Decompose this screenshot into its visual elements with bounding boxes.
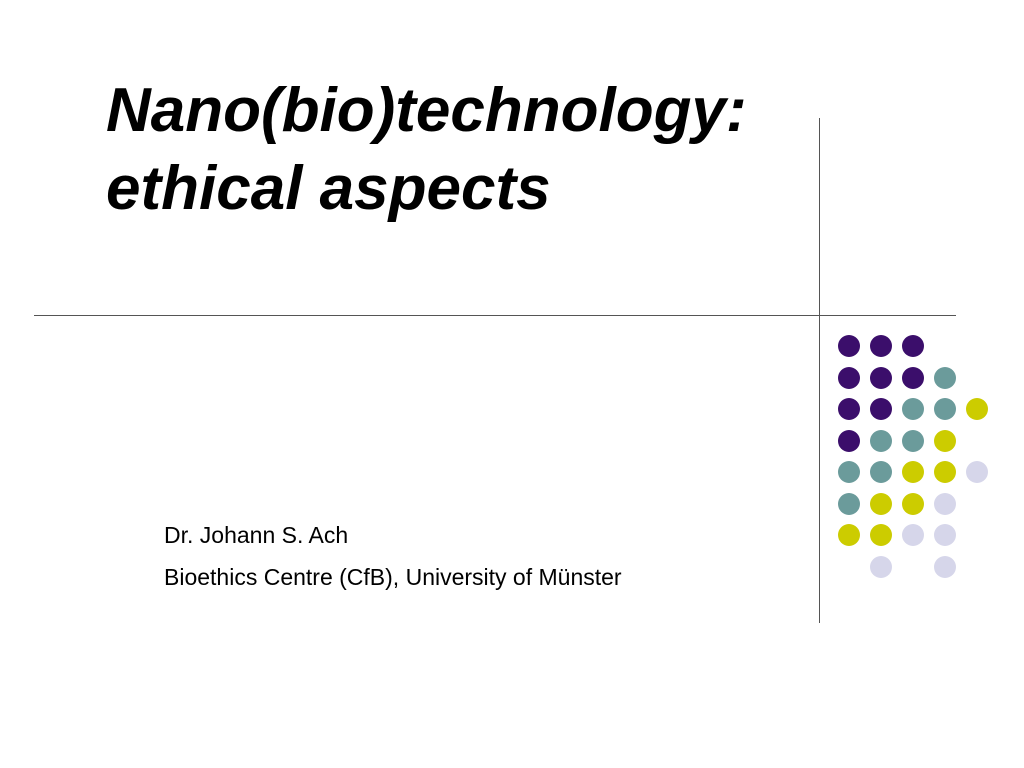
slide-title: Nano(bio)technology: ethical aspects xyxy=(106,72,826,228)
decorative-dot xyxy=(870,429,892,452)
decorative-dot xyxy=(934,429,956,452)
decorative-dot xyxy=(902,429,924,452)
decorative-dot xyxy=(870,461,892,483)
decorative-dot xyxy=(902,366,924,389)
decorative-dot xyxy=(934,492,956,515)
decorative-dot xyxy=(838,398,860,420)
decorative-dot xyxy=(902,524,924,546)
decorative-dot xyxy=(966,461,988,483)
decorative-dot xyxy=(870,555,892,578)
decorative-dot xyxy=(934,524,956,546)
decorative-dot xyxy=(934,461,956,483)
slide-subtitle: Dr. Johann S. Ach Bioethics Centre (CfB)… xyxy=(164,514,804,598)
decorative-dot xyxy=(902,335,924,357)
decorative-dot xyxy=(934,366,956,389)
decorative-dot xyxy=(934,398,956,420)
decorative-dot-grid xyxy=(838,335,998,585)
decorative-dot xyxy=(838,366,860,389)
author-name: Dr. Johann S. Ach xyxy=(164,522,349,548)
decorative-dot xyxy=(966,398,988,420)
horizontal-rule xyxy=(34,315,956,316)
decorative-dot xyxy=(902,461,924,483)
decorative-dot xyxy=(902,492,924,515)
decorative-dot xyxy=(934,555,956,578)
vertical-rule xyxy=(819,118,820,623)
decorative-dot xyxy=(838,524,860,546)
decorative-dot xyxy=(870,335,892,357)
title-line-2: ethical aspects xyxy=(106,154,551,223)
decorative-dot xyxy=(838,461,860,483)
decorative-dot xyxy=(838,492,860,515)
decorative-dot xyxy=(870,366,892,389)
decorative-dot xyxy=(870,398,892,420)
decorative-dot xyxy=(902,398,924,420)
decorative-dot xyxy=(838,429,860,452)
title-line-1: Nano(bio)technology: xyxy=(106,76,747,145)
decorative-dot xyxy=(870,492,892,515)
decorative-dot xyxy=(838,335,860,357)
author-affiliation: Bioethics Centre (CfB), University of Mü… xyxy=(164,564,622,590)
decorative-dot xyxy=(870,524,892,546)
